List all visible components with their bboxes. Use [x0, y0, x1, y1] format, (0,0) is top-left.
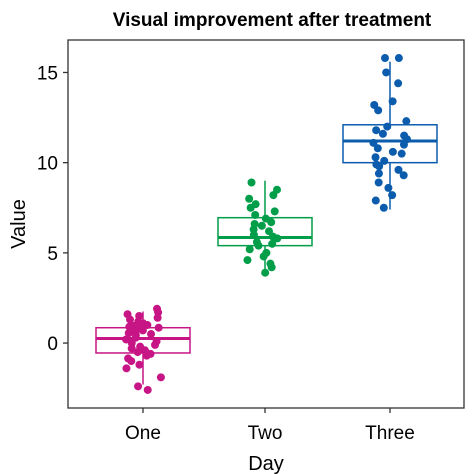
plot-marks — [95, 54, 438, 394]
data-point — [134, 382, 143, 391]
data-point — [375, 162, 384, 171]
plot-panel-border — [67, 39, 465, 409]
data-point — [122, 364, 131, 373]
data-point — [245, 245, 254, 254]
data-point — [394, 79, 403, 88]
data-point — [371, 153, 380, 162]
data-point — [270, 207, 279, 216]
x-tick-label: Two — [248, 423, 283, 444]
y-tick-label: 0 — [47, 334, 58, 355]
data-point — [397, 149, 406, 158]
data-point — [127, 344, 136, 353]
data-point — [374, 169, 383, 178]
x-tick-label: One — [125, 423, 161, 444]
data-point — [268, 239, 277, 248]
data-point — [151, 340, 160, 349]
series-two — [217, 178, 313, 277]
data-point — [379, 203, 388, 212]
data-point — [133, 348, 142, 357]
data-point — [251, 210, 260, 219]
data-point — [394, 54, 403, 63]
data-point — [124, 329, 133, 338]
x-axis-title: Day — [248, 453, 284, 474]
data-point — [156, 373, 165, 382]
data-point — [246, 203, 255, 212]
data-point — [138, 326, 147, 335]
data-point — [154, 323, 163, 332]
data-point — [261, 268, 270, 277]
data-point — [369, 138, 378, 147]
data-point — [383, 122, 392, 131]
data-point — [269, 191, 278, 200]
data-point — [247, 178, 256, 187]
y-axis-title: Value — [8, 199, 30, 249]
data-point — [374, 178, 383, 187]
data-point — [127, 357, 136, 366]
y-tick-label: 10 — [37, 154, 58, 175]
chart-title: Visual improvement after treatment — [113, 10, 432, 31]
data-point — [143, 385, 152, 394]
data-point — [402, 117, 411, 126]
series-three — [342, 54, 438, 212]
data-point — [371, 196, 380, 205]
data-point — [243, 256, 252, 265]
data-point — [388, 191, 397, 200]
data-point — [259, 252, 268, 261]
data-point — [245, 194, 254, 203]
y-tick-label: 15 — [37, 63, 58, 84]
x-tick-label: Three — [365, 423, 415, 444]
data-point — [254, 241, 263, 250]
data-point — [388, 147, 397, 156]
y-tick-label: 5 — [47, 244, 58, 265]
data-point — [399, 140, 408, 149]
data-point — [378, 129, 387, 138]
data-point — [249, 230, 258, 239]
data-point — [380, 156, 389, 165]
box — [342, 124, 438, 164]
data-point — [373, 144, 382, 153]
data-point — [394, 165, 403, 174]
series-one — [95, 304, 191, 394]
data-point — [267, 218, 276, 227]
data-point — [143, 321, 152, 330]
data-point — [273, 234, 282, 243]
data-point — [374, 106, 383, 115]
data-point — [147, 330, 156, 339]
data-point — [388, 97, 397, 106]
data-point — [372, 126, 381, 135]
data-point — [126, 315, 135, 324]
data-point — [384, 183, 393, 192]
y-axis: 0 5 10 15 — [37, 63, 68, 355]
data-point — [382, 68, 391, 77]
data-point — [135, 360, 144, 369]
data-point — [380, 54, 389, 63]
data-point — [399, 171, 408, 180]
data-point — [153, 313, 162, 322]
data-point — [142, 351, 151, 360]
data-point — [257, 221, 266, 230]
data-point — [122, 335, 131, 344]
x-axis: One Two Three — [125, 408, 415, 444]
data-point — [267, 263, 276, 272]
